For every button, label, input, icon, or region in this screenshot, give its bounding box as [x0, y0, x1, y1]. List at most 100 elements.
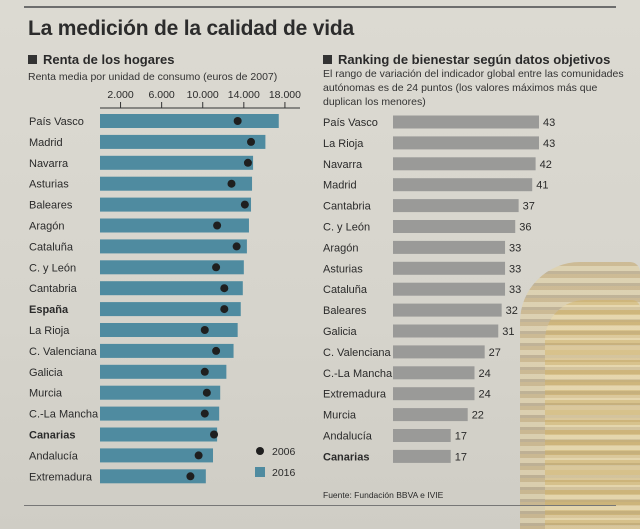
income-dot-2006: [200, 367, 209, 376]
ranking-value-label: 32: [506, 305, 518, 317]
income-dot-2006: [232, 242, 241, 251]
income-xtick-label: 6.000: [148, 89, 174, 101]
wellbeing-subtitle-line-2: autónomas es de 24 puntos (los valores m…: [323, 82, 598, 94]
income-bar-2016: [100, 343, 234, 358]
ranking-value-label: 17: [455, 451, 467, 463]
ranking-value-label: 17: [455, 431, 467, 443]
ranking-bar: [393, 136, 539, 150]
income-bar-2016: [100, 155, 254, 170]
section-square-icon: [323, 55, 332, 64]
ranking-value-label: 43: [543, 117, 555, 129]
income-bar-2016: [100, 176, 253, 191]
income-dot-2006: [212, 346, 221, 355]
wellbeing-subtitle-line-3: duplican los menores): [323, 96, 426, 108]
income-dot-2006: [227, 179, 236, 188]
ranking-bar: [393, 429, 451, 442]
ranking-category-label: Navarra: [323, 159, 363, 171]
ranking-value-label: 24: [478, 368, 490, 380]
main-title: La medición de la calidad de vida: [28, 17, 355, 40]
income-category-label: Asturias: [29, 179, 69, 191]
income-category-label: C. y León: [29, 262, 76, 274]
income-bar-2016: [100, 385, 221, 400]
income-category-label: Cantabria: [29, 283, 78, 295]
income-bar-2016: [100, 281, 243, 296]
ranking-bar: [393, 408, 468, 422]
coin-stack-photo-front: [545, 300, 640, 529]
wellbeing-subtitle-line-1: El rango de variación del indicador glob…: [323, 68, 624, 80]
income-dot-2006: [210, 430, 219, 439]
income-dot-2006: [220, 305, 229, 314]
income-xtick-label: 10.000: [187, 89, 219, 101]
ranking-bar: [393, 366, 475, 380]
wellbeing-section-title-text: Ranking de bienestar según datos objetiv…: [338, 52, 611, 67]
ranking-category-label: Aragón: [323, 242, 358, 254]
ranking-value-label: 33: [509, 263, 521, 275]
ranking-value-label: 41: [536, 180, 548, 192]
ranking-category-label: Galicia: [323, 326, 358, 338]
income-category-label: España: [29, 304, 69, 316]
ranking-bar: [393, 240, 506, 254]
income-bar-2016: [100, 448, 214, 463]
coin-stack-photo: [520, 262, 640, 529]
income-dot-2006: [200, 409, 209, 418]
income-section-title-text: Renta de los hogares: [43, 52, 175, 67]
income-bar-2016: [100, 469, 206, 484]
income-category-label: Andalucía: [29, 450, 79, 462]
ranking-bar: [393, 387, 475, 401]
income-bar-2016: [100, 260, 244, 275]
income-category-label: Murcia: [29, 388, 63, 400]
income-category-label: Baleares: [29, 200, 73, 212]
income-bar-2016: [100, 114, 279, 128]
income-dot-2006: [194, 451, 203, 460]
ranking-category-label: Andalucía: [323, 431, 373, 443]
income-category-label: Extremadura: [29, 471, 93, 483]
wellbeing-subtitle: El rango de variación del indicador glob…: [323, 67, 624, 109]
bottom-rule: [24, 505, 616, 506]
income-xtick-label: 2.000: [107, 89, 133, 101]
ranking-bar: [393, 324, 499, 338]
ranking-value-label: 36: [519, 222, 531, 234]
income-dot-2006: [233, 117, 242, 125]
ranking-value-label: 31: [502, 326, 514, 338]
ranking-category-label: Cantabria: [323, 201, 372, 213]
ranking-category-label: Murcia: [323, 410, 357, 422]
income-bar-2016: [100, 134, 266, 149]
source-note: Fuente: Fundación BBVA e IVIE: [323, 490, 444, 500]
ranking-value-label: 42: [540, 159, 552, 171]
legend-label-2016: 2016: [272, 467, 296, 479]
ranking-bar: [393, 345, 485, 359]
top-rule: [24, 6, 616, 8]
ranking-value-label: 24: [478, 389, 490, 401]
ranking-category-label: C.-La Mancha: [323, 368, 393, 380]
income-dot-2006: [212, 263, 221, 272]
income-category-label: La Rioja: [29, 325, 70, 337]
income-dot-2006: [243, 158, 252, 167]
income-category-label: Madrid: [29, 137, 63, 149]
income-bar-2016: [100, 364, 227, 379]
income-dot-2006: [200, 326, 209, 334]
legend-label-2006: 2006: [272, 446, 296, 458]
income-bar-2016: [100, 239, 247, 254]
ranking-category-label: Madrid: [323, 180, 357, 192]
legend-bar-2016-icon: [255, 467, 265, 477]
income-dot-2006: [202, 388, 211, 397]
ranking-value-label: 27: [489, 347, 501, 359]
ranking-bar: [393, 261, 506, 275]
wellbeing-section-title: Ranking de bienestar según datos objetiv…: [323, 52, 610, 67]
income-xtick-label: 18.000: [269, 89, 301, 101]
income-category-label: Navarra: [29, 158, 69, 170]
ranking-category-label: Extremadura: [323, 389, 387, 401]
income-bar-2016: [100, 302, 241, 317]
ranking-value-label: 37: [523, 201, 535, 213]
ranking-value-label: 33: [509, 284, 521, 296]
ranking-bar: [393, 199, 519, 213]
ranking-category-label: La Rioja: [323, 138, 364, 150]
income-category-label: Cataluña: [29, 241, 74, 253]
income-dot-2006: [247, 137, 256, 146]
income-category-label: Canarias: [29, 430, 75, 442]
ranking-value-label: 22: [472, 410, 484, 422]
income-bar-2016: [100, 218, 249, 233]
income-section-title: Renta de los hogares: [28, 52, 174, 67]
income-category-label: C.-La Mancha: [29, 409, 99, 421]
